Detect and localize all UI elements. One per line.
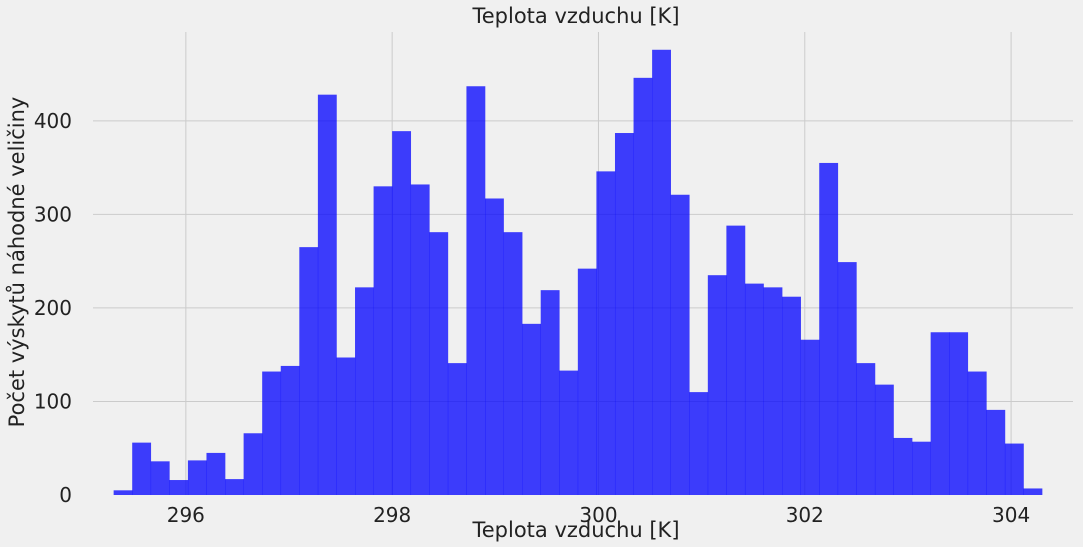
histogram-bar: [355, 287, 374, 495]
histogram-bar: [726, 225, 746, 496]
histogram-bar: [466, 86, 486, 496]
y-tick-label: 300: [34, 202, 72, 226]
histogram-bar: [744, 283, 764, 495]
histogram-bar: [893, 437, 913, 495]
histogram-bar: [373, 186, 393, 496]
y-axis-title: Počet výskytů náhodné veličiny: [5, 97, 29, 428]
histogram-bar: [336, 357, 356, 495]
y-tick-label: 100: [34, 389, 72, 413]
histogram-bar: [670, 194, 690, 495]
histogram-bar: [392, 131, 412, 496]
histogram-bar: [317, 94, 337, 495]
histogram-bar: [912, 441, 931, 495]
histogram-bar: [299, 247, 319, 495]
x-tick-label: 300: [579, 503, 617, 527]
histogram-bar: [633, 77, 653, 495]
x-axis-title: Teplota vzduchu [K]: [471, 518, 679, 542]
histogram-bar: [800, 339, 820, 495]
histogram-bar: [1023, 488, 1043, 495]
histogram-bar: [206, 452, 226, 495]
histogram-bar: [132, 442, 152, 495]
histogram-bar: [856, 363, 876, 495]
histogram-bar: [447, 363, 467, 495]
histogram-bar: [150, 461, 170, 495]
histogram-bar: [559, 370, 579, 495]
histogram-bar: [596, 171, 616, 495]
histogram-bar: [614, 133, 634, 495]
histogram-bar: [187, 460, 207, 495]
x-tick-label: 302: [786, 503, 824, 527]
histogram-bar: [837, 262, 857, 495]
histogram-bar: [652, 49, 671, 495]
y-tick-label: 400: [34, 109, 72, 133]
histogram-bar: [429, 232, 449, 495]
y-tick-label: 0: [59, 483, 72, 507]
histogram-bar: [577, 268, 597, 495]
y-tick-labels: 0 100 200 300 400: [34, 109, 72, 507]
chart-title: Teplota vzduchu [K]: [471, 4, 679, 28]
histogram-bar: [707, 275, 727, 495]
histogram-bar: [1004, 443, 1024, 495]
x-tick-labels: 296 298 300 302 304: [167, 503, 1030, 527]
histogram-bar: [819, 162, 839, 495]
x-tick-label: 304: [992, 503, 1030, 527]
histogram-bar: [930, 332, 950, 495]
histogram-bar: [967, 371, 987, 495]
histogram-bar: [503, 232, 523, 495]
histogram-bar: [522, 323, 542, 495]
histogram-bar: [410, 184, 430, 495]
histogram-bar: [949, 332, 969, 495]
y-tick-label: 200: [34, 296, 72, 320]
histogram-bar: [540, 290, 560, 495]
histogram-bar: [763, 287, 783, 495]
x-tick-label: 298: [373, 503, 411, 527]
histogram-bar: [280, 365, 300, 495]
histogram-bar: [874, 384, 894, 495]
histogram-bar: [986, 409, 1006, 495]
histogram-bar: [262, 371, 282, 495]
histogram-bar: [485, 198, 504, 496]
bars: [113, 49, 1043, 496]
x-tick-label: 296: [167, 503, 205, 527]
histogram-bar: [113, 490, 133, 495]
histogram-bar: [782, 296, 801, 495]
histogram-bar: [689, 392, 709, 495]
histogram-bar: [243, 433, 263, 495]
histogram-bar: [225, 479, 244, 495]
histogram-bar: [169, 480, 189, 495]
